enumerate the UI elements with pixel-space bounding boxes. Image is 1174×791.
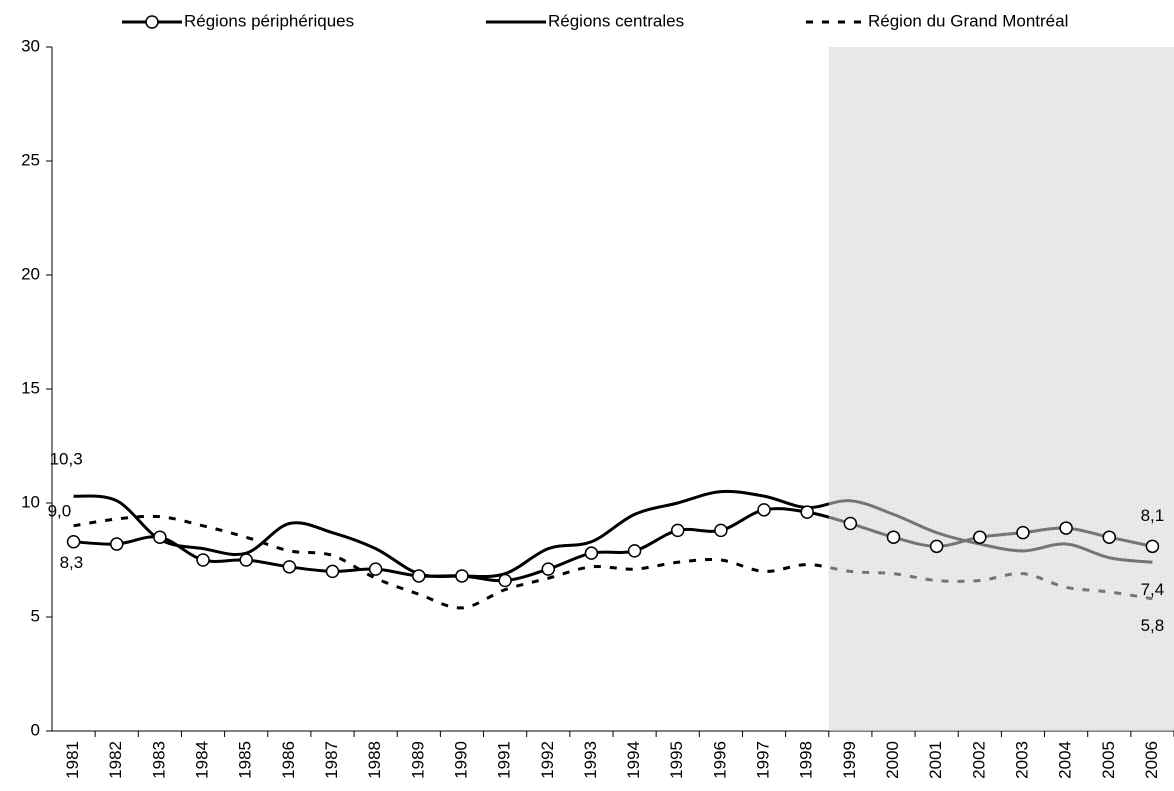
x-tick-label: 2003 bbox=[1012, 741, 1031, 779]
y-tick-label: 15 bbox=[21, 378, 40, 397]
point-marker bbox=[412, 569, 426, 583]
x-tick-label: 2002 bbox=[969, 741, 988, 779]
point-marker bbox=[325, 564, 340, 579]
legend-label: Région du Grand Montréal bbox=[868, 11, 1068, 30]
y-tick-label: 10 bbox=[21, 492, 40, 511]
point-marker bbox=[109, 537, 124, 551]
data-label: 8,3 bbox=[60, 553, 84, 572]
point-marker bbox=[843, 516, 858, 531]
x-tick-label: 1981 bbox=[63, 741, 82, 779]
data-label: 10,3 bbox=[50, 450, 83, 469]
point-marker bbox=[670, 523, 685, 538]
x-tick-label: 2000 bbox=[883, 741, 902, 779]
x-tick-label: 2001 bbox=[926, 741, 945, 779]
point-marker bbox=[455, 569, 469, 583]
x-tick-label: 1990 bbox=[451, 741, 470, 779]
point-marker bbox=[153, 530, 167, 544]
legend-item: Régions centrales bbox=[486, 11, 684, 30]
legend-label: Régions périphériques bbox=[184, 11, 354, 30]
data-label: 9,0 bbox=[48, 501, 72, 520]
x-tick-label: 1997 bbox=[754, 741, 773, 779]
x-tick-label: 1991 bbox=[495, 741, 514, 779]
x-tick-label: 1996 bbox=[710, 741, 729, 779]
point-marker bbox=[929, 539, 944, 554]
point-marker bbox=[1145, 539, 1160, 554]
y-tick-label: 0 bbox=[31, 720, 40, 739]
legend-item: Région du Grand Montréal bbox=[806, 11, 1068, 30]
x-tick-label: 1988 bbox=[365, 741, 384, 779]
point-marker bbox=[800, 505, 814, 519]
point-marker bbox=[584, 546, 599, 560]
y-tick-label: 20 bbox=[21, 264, 40, 283]
x-tick-label: 1986 bbox=[279, 741, 298, 779]
point-marker bbox=[1016, 525, 1030, 540]
point-marker bbox=[1102, 530, 1117, 544]
x-tick-label: 2005 bbox=[1099, 741, 1118, 779]
x-tick-label: 1984 bbox=[193, 741, 212, 779]
point-marker bbox=[757, 503, 771, 517]
point-marker bbox=[541, 562, 556, 576]
data-label: 7,4 bbox=[1141, 580, 1165, 599]
point-marker bbox=[282, 560, 297, 574]
x-tick-label: 1999 bbox=[840, 741, 859, 779]
point-marker bbox=[196, 553, 210, 567]
x-tick-label: 1995 bbox=[667, 741, 686, 779]
x-tick-label: 1989 bbox=[408, 741, 427, 779]
point-marker bbox=[973, 530, 987, 544]
x-tick-label: 2006 bbox=[1142, 741, 1161, 779]
x-tick-label: 1994 bbox=[624, 741, 643, 779]
y-tick-label: 25 bbox=[21, 150, 40, 169]
x-tick-label: 1987 bbox=[322, 741, 341, 779]
legend-label: Régions centrales bbox=[548, 11, 684, 30]
point-marker bbox=[498, 573, 512, 588]
x-tick-label: 1992 bbox=[538, 741, 557, 779]
x-tick-label: 1993 bbox=[581, 741, 600, 779]
y-tick-label: 5 bbox=[31, 606, 40, 625]
data-label: 5,8 bbox=[1141, 616, 1165, 635]
point-marker bbox=[627, 544, 642, 558]
point-marker bbox=[886, 530, 901, 544]
legend-item: Régions périphériques bbox=[122, 11, 354, 30]
y-tick-label: 30 bbox=[21, 36, 40, 55]
legend-marker bbox=[145, 15, 159, 29]
x-tick-label: 1982 bbox=[106, 741, 125, 779]
point-marker bbox=[1059, 521, 1073, 535]
x-tick-label: 1985 bbox=[236, 741, 255, 779]
point-marker bbox=[239, 553, 253, 567]
point-marker bbox=[368, 562, 383, 576]
x-tick-label: 1983 bbox=[149, 741, 168, 779]
shaded-region bbox=[828, 47, 1174, 731]
point-marker bbox=[66, 535, 81, 549]
x-tick-label: 2004 bbox=[1056, 741, 1075, 779]
x-tick-label: 1998 bbox=[797, 741, 816, 779]
point-marker bbox=[714, 523, 728, 538]
data-label: 8,1 bbox=[1141, 506, 1165, 525]
